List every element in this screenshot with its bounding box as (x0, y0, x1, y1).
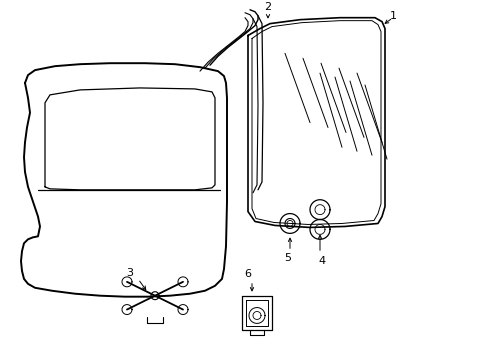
Text: 6: 6 (244, 269, 251, 279)
Text: 4: 4 (318, 256, 325, 266)
Text: 1: 1 (389, 11, 396, 21)
Text: 2: 2 (264, 2, 271, 12)
Text: 5: 5 (284, 253, 291, 263)
Text: 3: 3 (126, 268, 133, 278)
